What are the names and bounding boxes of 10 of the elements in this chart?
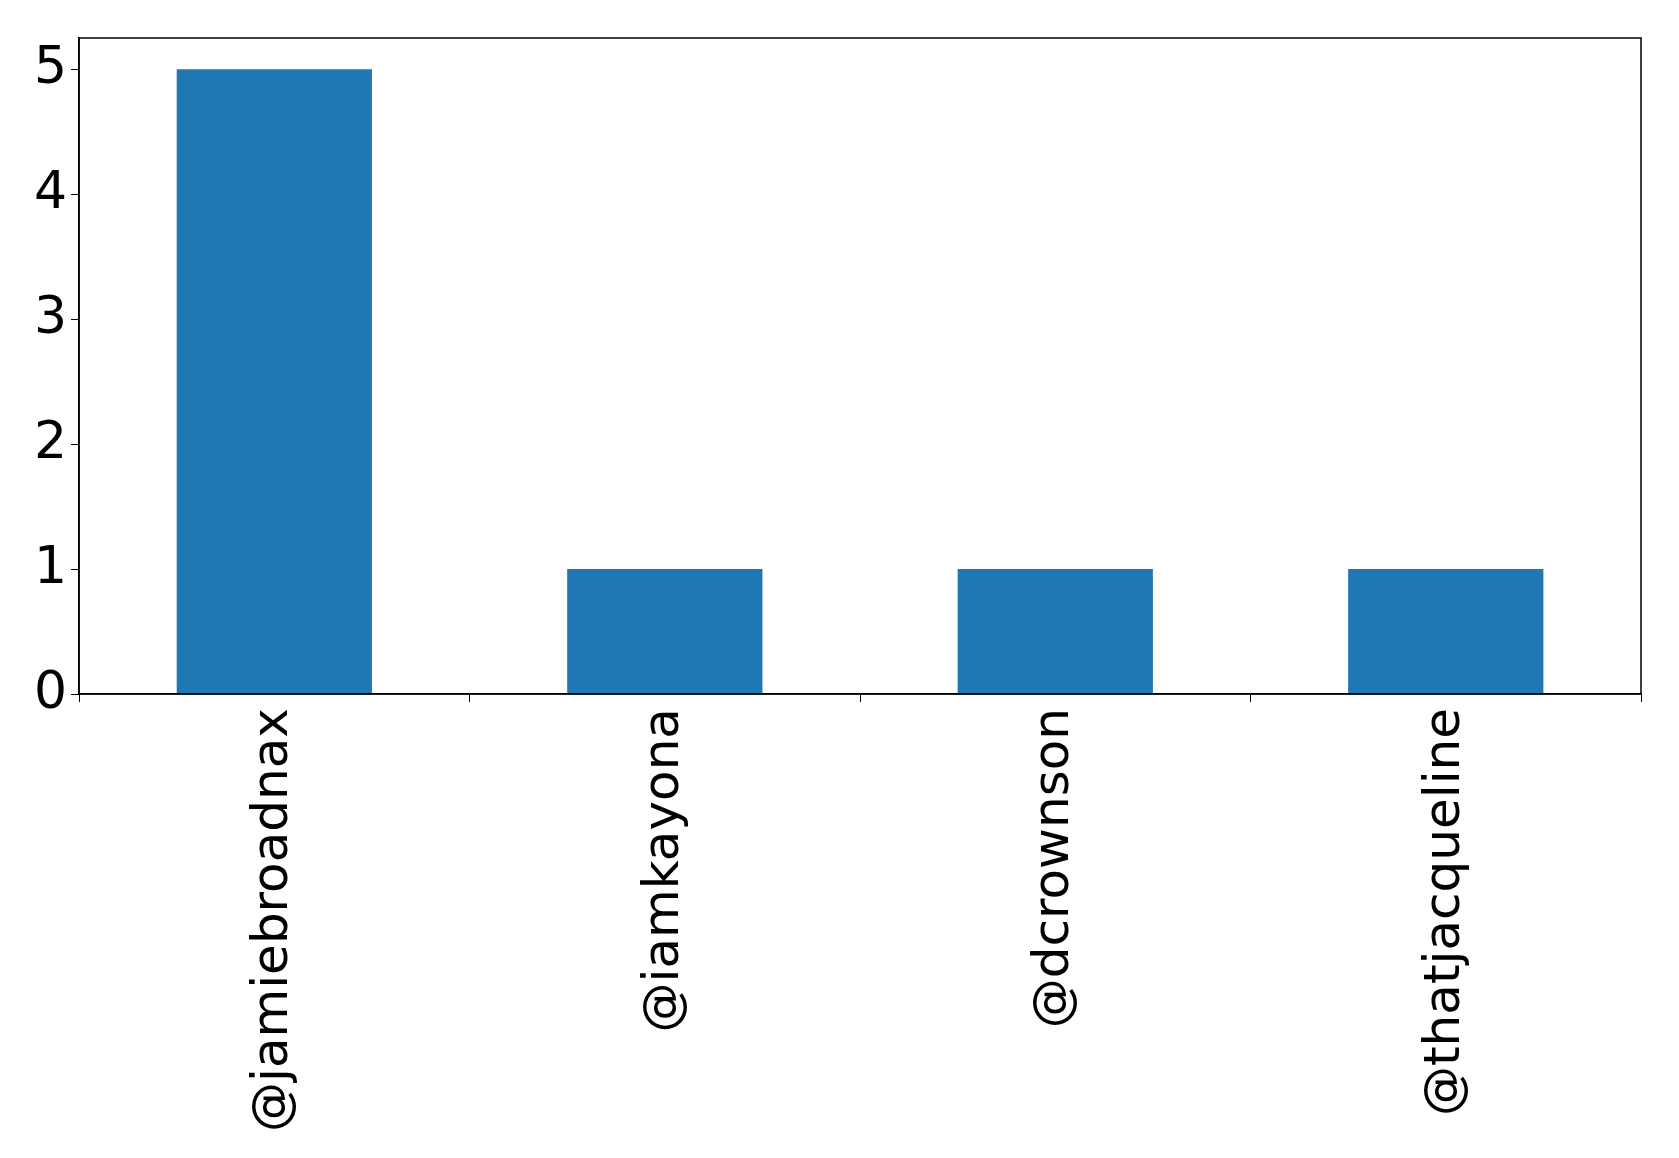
x-tick-label: @jamiebroadnax — [241, 708, 300, 1133]
y-tick-label: 0 — [33, 659, 68, 720]
x-tick-label: @dcrownson — [1022, 708, 1081, 1029]
x-tick-label: @thatjacqueline — [1412, 708, 1471, 1117]
y-tick-label: 2 — [33, 409, 68, 470]
y-tick-label: 1 — [33, 534, 68, 595]
y-tick-label: 4 — [33, 159, 68, 220]
x-tick-label: @iamkayona — [631, 708, 690, 1033]
y-tick-label: 3 — [33, 284, 68, 345]
y-tick-label: 5 — [33, 34, 68, 95]
